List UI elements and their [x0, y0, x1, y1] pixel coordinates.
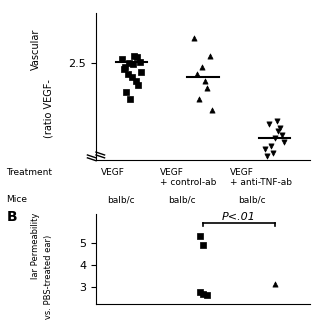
Point: [202, 78, 207, 84]
Point: [125, 71, 130, 76]
Point: [136, 82, 141, 87]
Point: [204, 86, 210, 91]
Point: [272, 136, 277, 141]
Text: balb/c: balb/c: [238, 195, 266, 204]
Point: [276, 129, 281, 134]
Point: [270, 150, 276, 156]
Point: [204, 292, 209, 297]
Point: [120, 57, 125, 62]
Text: Mice: Mice: [6, 195, 28, 204]
Point: [134, 55, 140, 60]
Text: VEGF
+ control-ab: VEGF + control-ab: [160, 168, 216, 188]
Point: [197, 289, 202, 294]
Point: [197, 96, 202, 101]
Text: (ratio VEGF-: (ratio VEGF-: [44, 79, 54, 138]
Point: [199, 64, 204, 69]
Text: P<.01: P<.01: [222, 212, 256, 222]
Point: [281, 140, 286, 145]
Point: [201, 291, 206, 296]
Point: [268, 143, 274, 148]
Point: [128, 96, 133, 101]
Point: [267, 122, 272, 127]
Point: [280, 132, 285, 137]
Text: VEGF
+ anti-TNF-ab: VEGF + anti-TNF-ab: [230, 168, 292, 188]
Point: [126, 60, 132, 66]
Point: [129, 75, 134, 80]
Text: balb/c: balb/c: [168, 195, 196, 204]
Point: [210, 107, 215, 112]
Point: [274, 118, 279, 123]
Text: balb/c: balb/c: [107, 195, 135, 204]
Text: B: B: [6, 210, 17, 224]
Point: [201, 243, 206, 248]
Point: [133, 78, 138, 84]
Point: [272, 282, 277, 287]
Point: [278, 125, 283, 130]
Text: Vascular: Vascular: [31, 29, 41, 70]
Point: [265, 154, 270, 159]
Point: [194, 71, 199, 76]
Text: Treatment: Treatment: [6, 168, 52, 177]
Point: [139, 69, 144, 74]
Text: VEGF: VEGF: [101, 168, 125, 177]
Text: (- vs. PBS-treated ear): (- vs. PBS-treated ear): [44, 235, 53, 320]
Text: lar Permeability: lar Permeability: [31, 212, 40, 279]
Point: [191, 36, 196, 41]
Point: [121, 66, 126, 71]
Point: [132, 53, 137, 59]
Point: [131, 62, 136, 67]
Point: [263, 147, 268, 152]
Point: [123, 64, 128, 69]
Point: [124, 89, 129, 94]
Point: [197, 234, 202, 239]
Point: [137, 59, 142, 64]
Point: [207, 53, 212, 59]
